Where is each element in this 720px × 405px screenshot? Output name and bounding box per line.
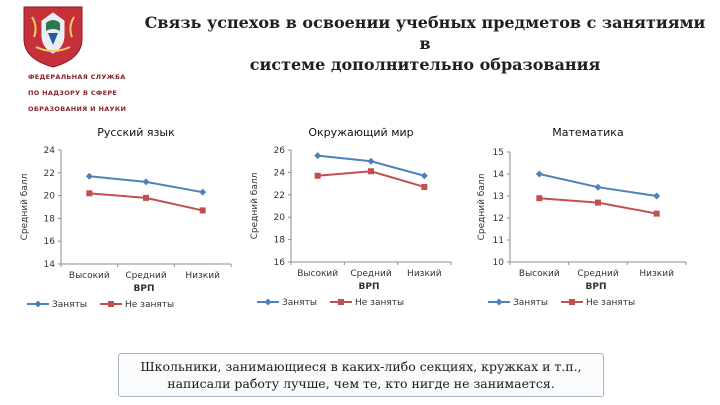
x-tick-label: Низкий: [407, 269, 442, 279]
legend-label: Заняты: [513, 298, 548, 308]
logo-text-line: ФЕДЕРАЛЬНАЯ СЛУЖБА: [28, 73, 126, 81]
chart-title: Математика: [552, 126, 623, 139]
conclusion-line: Школьники, занимающиеся в каких-либо сек…: [140, 359, 582, 374]
conclusion-box: Школьники, занимающиеся в каких-либо сек…: [118, 353, 604, 397]
y-tick-label: 24: [44, 146, 56, 156]
logo: ФЕДЕРАЛЬНАЯ СЛУЖБА ПО НАДЗОРУ В СФЕРЕ ОБ…: [10, 3, 138, 115]
y-tick-label: 10: [493, 258, 505, 268]
y-tick-label: 24: [274, 168, 286, 178]
data-point: [653, 210, 660, 217]
logo-text-line: ПО НАДЗОРУ В СФЕРЕ: [28, 89, 118, 97]
y-tick-label: 12: [493, 214, 504, 224]
legend-label: Не заняты: [586, 298, 635, 308]
y-tick-label: 20: [274, 213, 286, 223]
y-tick-label: 13: [493, 192, 504, 202]
data-point: [421, 183, 428, 190]
data-point: [143, 194, 149, 201]
x-tick-label: Низкий: [185, 271, 220, 281]
data-point: [368, 168, 374, 175]
logo-text-line: ОБРАЗОВАНИЯ И НАУКИ: [28, 105, 127, 113]
data-point: [199, 188, 207, 196]
x-tick-label: Низкий: [639, 269, 674, 279]
legend-marker: [34, 300, 42, 308]
y-tick-label: 16: [44, 237, 56, 247]
legend-marker: [264, 298, 272, 306]
y-tick-label: 20: [44, 192, 56, 202]
y-axis-label: Средний балл: [477, 174, 487, 241]
x-axis-label: ВРП: [134, 284, 155, 294]
data-point: [86, 190, 93, 197]
y-tick-label: 22: [274, 191, 285, 201]
page-title-line: системе дополнительно образования: [249, 55, 601, 74]
data-point: [420, 172, 428, 180]
y-tick-label: 18: [274, 236, 286, 246]
y-tick-label: 15: [493, 148, 504, 158]
page-title: Связь успехов в освоении учебных предмет…: [140, 12, 710, 75]
data-point: [653, 192, 661, 200]
legend-marker: [338, 299, 344, 305]
y-tick-label: 14: [493, 170, 505, 180]
y-axis-label: Средний балл: [20, 174, 30, 241]
x-tick-label: Средний: [577, 269, 618, 279]
data-point: [594, 183, 602, 191]
x-tick-label: Средний: [125, 271, 166, 281]
data-point: [536, 195, 543, 202]
x-axis-label: ВРП: [586, 282, 607, 292]
x-tick-label: Средний: [350, 269, 391, 279]
data-point: [142, 178, 150, 186]
y-tick-label: 18: [44, 214, 56, 224]
data-point: [595, 199, 601, 206]
x-tick-label: Высокий: [519, 269, 560, 279]
data-point: [199, 207, 206, 214]
data-point: [85, 172, 93, 180]
legend-label: Заняты: [52, 300, 87, 310]
page-title-line: Связь успехов в освоении учебных предмет…: [144, 13, 706, 53]
chart-world: Окружающий мир 16 18 20 22 24 26 Средний балл Вы…: [250, 126, 452, 308]
legend-label: Заняты: [282, 298, 317, 308]
data-point: [314, 152, 322, 160]
y-tick-label: 14: [44, 260, 56, 270]
y-axis-label: Средний балл: [250, 173, 260, 240]
chart-title: Русский язык: [97, 126, 175, 139]
data-point: [367, 157, 375, 165]
y-tick-label: 16: [274, 258, 286, 268]
x-tick-label: Высокий: [69, 271, 110, 281]
legend-marker: [495, 298, 503, 306]
chart-math: Математика 10 11 12 13 14 15 Средний балл Высоки…: [477, 126, 687, 308]
y-tick-label: 22: [44, 169, 55, 179]
x-axis-label: ВРП: [359, 282, 380, 292]
x-tick-label: Высокий: [297, 269, 338, 279]
chart-russian: Русский язык 14 16 18 20 22 24 Средний балл Высо…: [20, 126, 232, 310]
chart-title: Окружающий мир: [308, 126, 413, 139]
legend-marker: [108, 301, 114, 307]
emblem-icon: [23, 6, 83, 68]
legend-label: Не заняты: [355, 298, 404, 308]
legend-marker: [569, 299, 575, 305]
y-tick-label: 26: [274, 146, 286, 156]
data-point: [314, 172, 321, 179]
data-point: [535, 170, 543, 178]
legend-label: Не заняты: [125, 300, 174, 310]
y-tick-label: 11: [493, 236, 504, 246]
charts-area: Русский язык 14 16 18 20 22 24 Средний балл Высо…: [0, 118, 720, 348]
conclusion-line: написали работу лучше, чем те, кто нигде…: [167, 376, 555, 391]
